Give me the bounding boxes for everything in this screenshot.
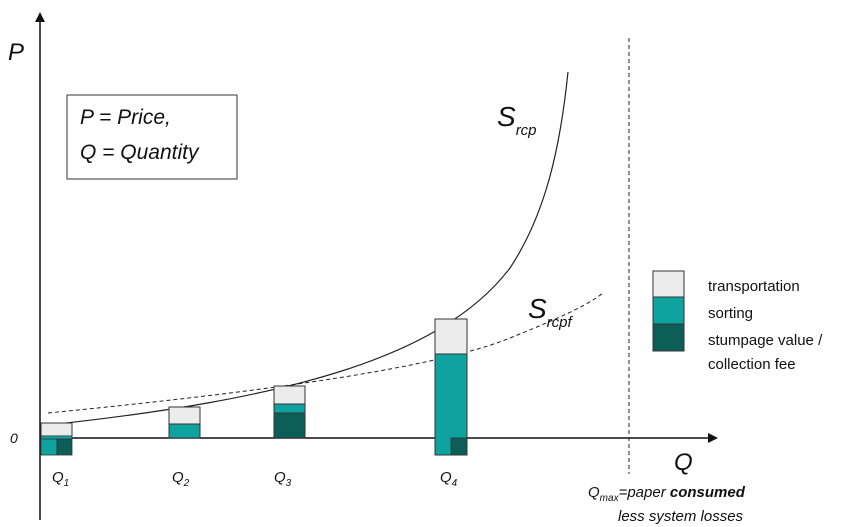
legend-label-sorting: sorting [708,305,753,322]
q1-sorting-below-axis [40,438,58,456]
definition-line-quantity: Q = Quantity [80,141,200,164]
srcp-label: Srcp [497,101,537,139]
qmax-label-line2: less system losses [618,508,744,525]
srcp-curve [47,71,569,426]
y-axis-label: P [8,39,24,66]
definition-line-price: P = Price, [80,106,171,129]
cost-bar-q4 [434,318,468,456]
legend-swatch-transportation [652,270,685,298]
q2-label: Q2 [172,469,190,489]
origin-label: 0 [10,430,18,446]
legend-swatch-stumpage [652,323,685,352]
x-axis-label: Q [674,449,693,476]
q2-sorting-segment [168,423,201,439]
definition-box: P = Price, Q = Quantity [66,94,238,180]
cost-bar-q2 [168,406,201,439]
q4-label: Q4 [440,469,458,489]
q1-label: Q1 [52,469,69,489]
legend-label-stumpage-line1: stumpage value / [708,332,823,349]
q3-stumpage-segment [273,412,306,439]
cost-bar-q3 [273,385,306,439]
srcpf-curve [47,292,604,414]
q3-sorting-segment [273,403,306,414]
q1-transportation-segment [40,422,73,437]
srcpf-label: Srcpf [528,293,574,331]
legend-label-transportation: transportation [708,278,800,295]
legend: transportation sorting stumpage value / … [652,270,823,373]
qmax-label: Qmax=paper consumed [588,484,746,504]
q2-transportation-segment [168,406,201,425]
q4-stumpage-segment [450,437,468,456]
cost-bar-q1 [40,422,73,456]
legend-label-stumpage-line2: collection fee [708,356,796,373]
q1-sorting-segment [40,435,73,440]
q3-transportation-segment [273,385,306,405]
q4-transportation-segment [434,318,468,355]
legend-swatch-sorting [652,296,685,325]
q3-label: Q3 [274,469,292,489]
q1-stumpage-below-axis [56,438,73,456]
